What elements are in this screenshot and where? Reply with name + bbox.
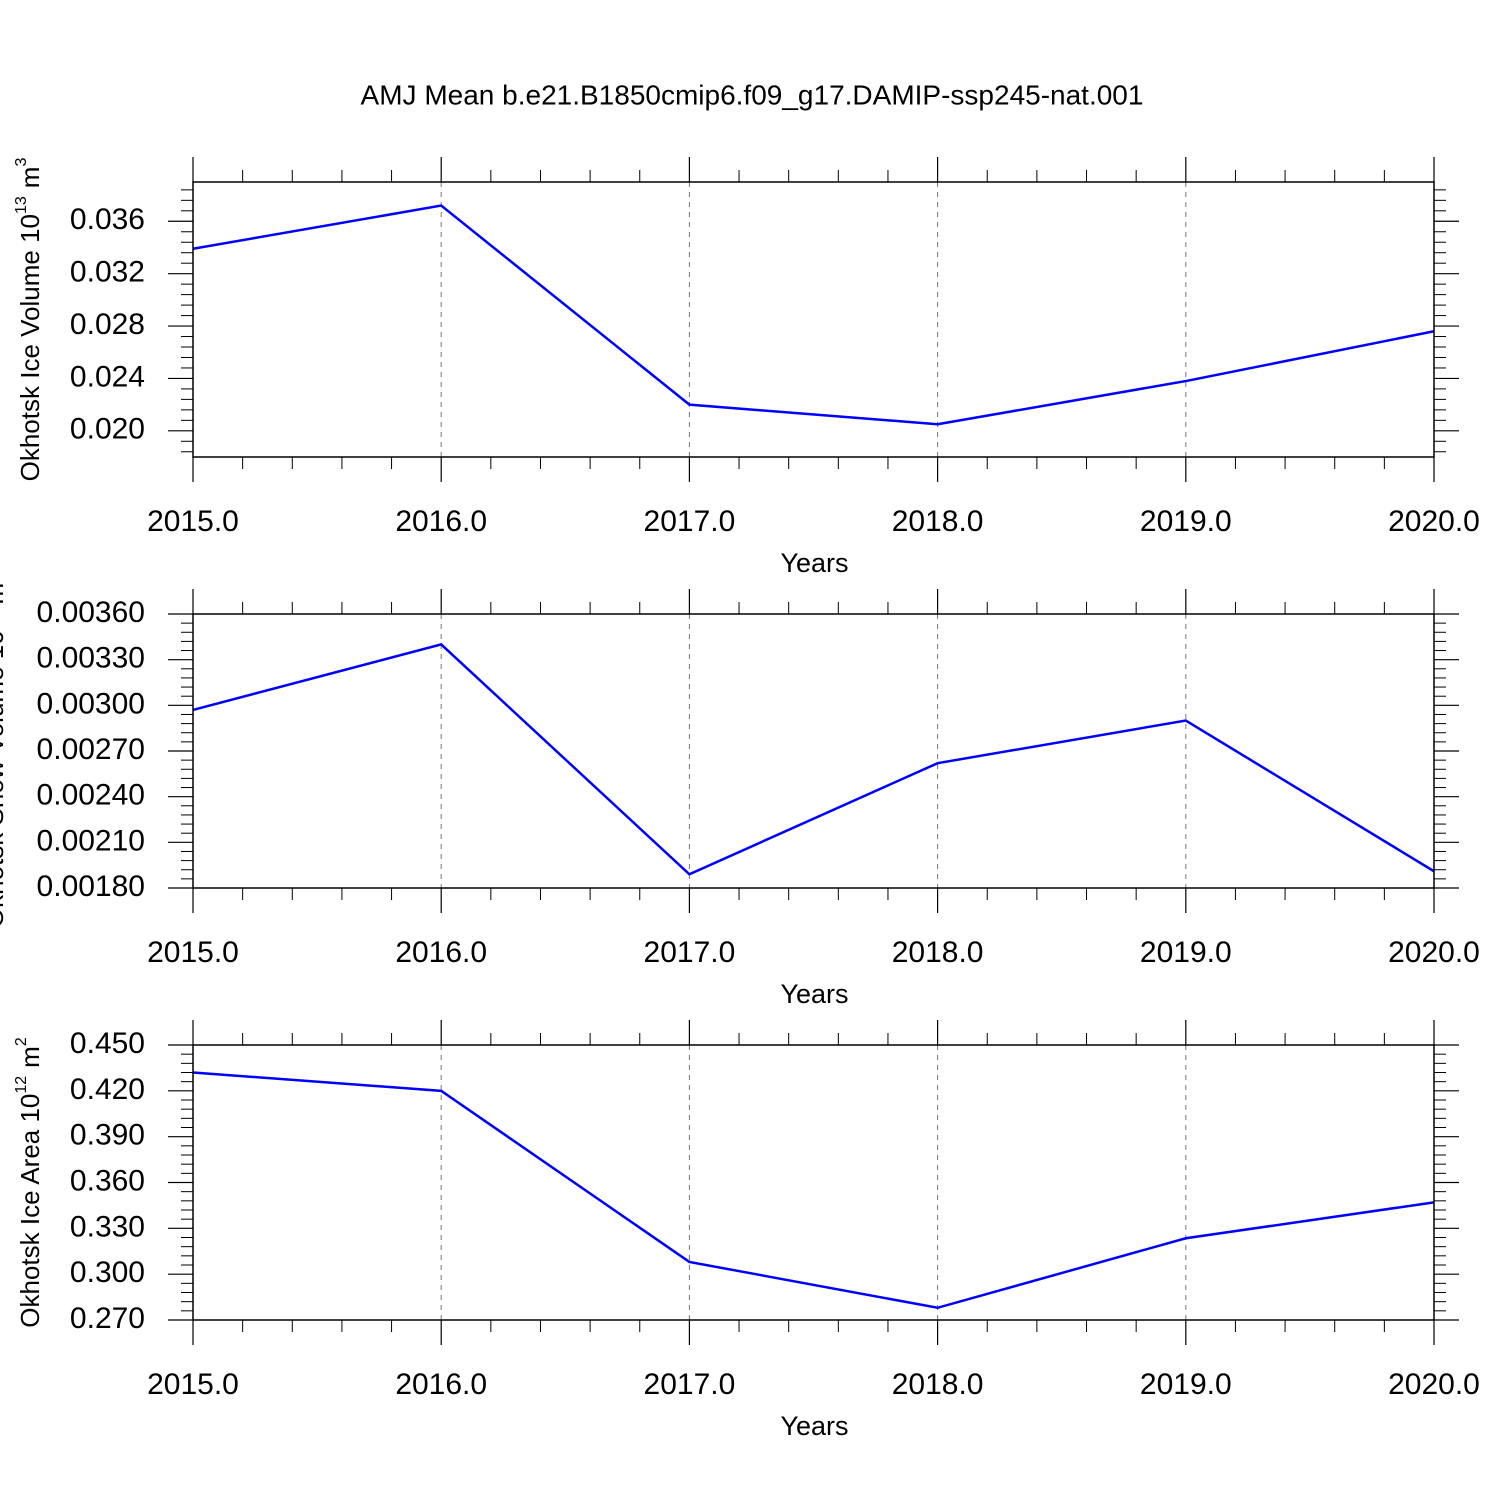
y-tick-label: 0.00270 bbox=[37, 733, 145, 766]
y-tick-label: 0.390 bbox=[70, 1119, 145, 1152]
x-tick-label: 2015.0 bbox=[147, 1368, 239, 1401]
y-tick-label: 0.00240 bbox=[37, 779, 145, 812]
y-tick-label: 0.300 bbox=[70, 1256, 145, 1289]
x-tick-label: 2018.0 bbox=[892, 1368, 984, 1401]
x-tick-label: 2017.0 bbox=[644, 936, 736, 969]
y-tick-label: 0.00330 bbox=[37, 642, 145, 675]
y-axis-label-exp: 12 bbox=[13, 1076, 30, 1094]
x-tick-label: 2019.0 bbox=[1140, 936, 1232, 969]
data-line bbox=[192, 643, 1435, 876]
y-tick-label: 0.036 bbox=[70, 203, 145, 236]
x-tick-label: 2018.0 bbox=[892, 936, 984, 969]
data-line bbox=[192, 204, 1435, 426]
y-tick-label: 0.450 bbox=[70, 1027, 145, 1060]
x-axis-label: Years bbox=[780, 979, 848, 1009]
x-tick-label: 2016.0 bbox=[395, 1368, 487, 1401]
x-axis-label: Years bbox=[780, 548, 848, 578]
y-tick-label: 0.00360 bbox=[37, 596, 145, 629]
y-tick-label: 0.270 bbox=[70, 1302, 145, 1335]
y-axis-label: Okhotsk Ice Area 1012 m2 bbox=[13, 1037, 45, 1328]
plot-frame bbox=[192, 613, 1435, 889]
y-axis-label-unit: m bbox=[15, 167, 45, 189]
y-tick-label: 0.032 bbox=[70, 256, 145, 289]
x-tick-label: 2019.0 bbox=[1140, 505, 1232, 538]
x-tick-label: 2019.0 bbox=[1140, 1368, 1232, 1401]
y-tick-label: 0.020 bbox=[70, 413, 145, 446]
x-tick-label: 2017.0 bbox=[644, 505, 736, 538]
y-tick-label: 0.00300 bbox=[37, 687, 145, 720]
y-tick-label: 0.330 bbox=[70, 1210, 145, 1243]
plot-frame bbox=[192, 1044, 1435, 1321]
x-tick-label: 2020.0 bbox=[1388, 936, 1480, 969]
y-tick-label: 0.024 bbox=[70, 360, 145, 393]
x-tick-label: 2017.0 bbox=[644, 1368, 736, 1401]
y-axis-label-text: Okhotsk Ice Area 10 bbox=[15, 1094, 45, 1328]
y-tick-label: 0.360 bbox=[70, 1164, 145, 1197]
y-axis-label: Okhotsk Ice Volume 1013 m3 bbox=[13, 158, 45, 482]
y-tick-label: 0.028 bbox=[70, 308, 145, 341]
data-line bbox=[192, 1071, 1435, 1310]
y-axis-label-unit: m bbox=[15, 1046, 45, 1068]
y-tick-label: 0.00210 bbox=[37, 824, 145, 857]
chart-title: AMJ Mean b.e21.B1850cmip6.f09_g17.DAMIP-… bbox=[361, 79, 1144, 110]
x-tick-label: 2015.0 bbox=[147, 505, 239, 538]
x-tick-label: 2015.0 bbox=[147, 936, 239, 969]
y-tick-label: 0.00180 bbox=[37, 870, 145, 903]
y-axis-label-text: Okhotsk Ice Volume 10 bbox=[15, 214, 45, 481]
plot-frame bbox=[192, 181, 1435, 458]
y-axis-label-unit-exp: 2 bbox=[13, 1037, 30, 1046]
y-axis-label-text: Okhotsk Snow Volume 10 bbox=[0, 630, 9, 928]
x-tick-label: 2020.0 bbox=[1388, 1368, 1480, 1401]
x-tick-label: 2018.0 bbox=[892, 505, 984, 538]
x-tick-label: 2020.0 bbox=[1388, 505, 1480, 538]
y-axis-label-unit-exp: 3 bbox=[13, 158, 30, 167]
x-tick-label: 2016.0 bbox=[395, 505, 487, 538]
y-axis-label: Okhotsk Snow Volume 1013m3 bbox=[0, 574, 9, 928]
x-axis-label: Years bbox=[780, 1411, 848, 1441]
y-axis-label-unit: m bbox=[0, 583, 9, 605]
y-axis-label-exp: 13 bbox=[13, 196, 30, 214]
y-tick-label: 0.420 bbox=[70, 1073, 145, 1106]
x-tick-label: 2016.0 bbox=[395, 936, 487, 969]
